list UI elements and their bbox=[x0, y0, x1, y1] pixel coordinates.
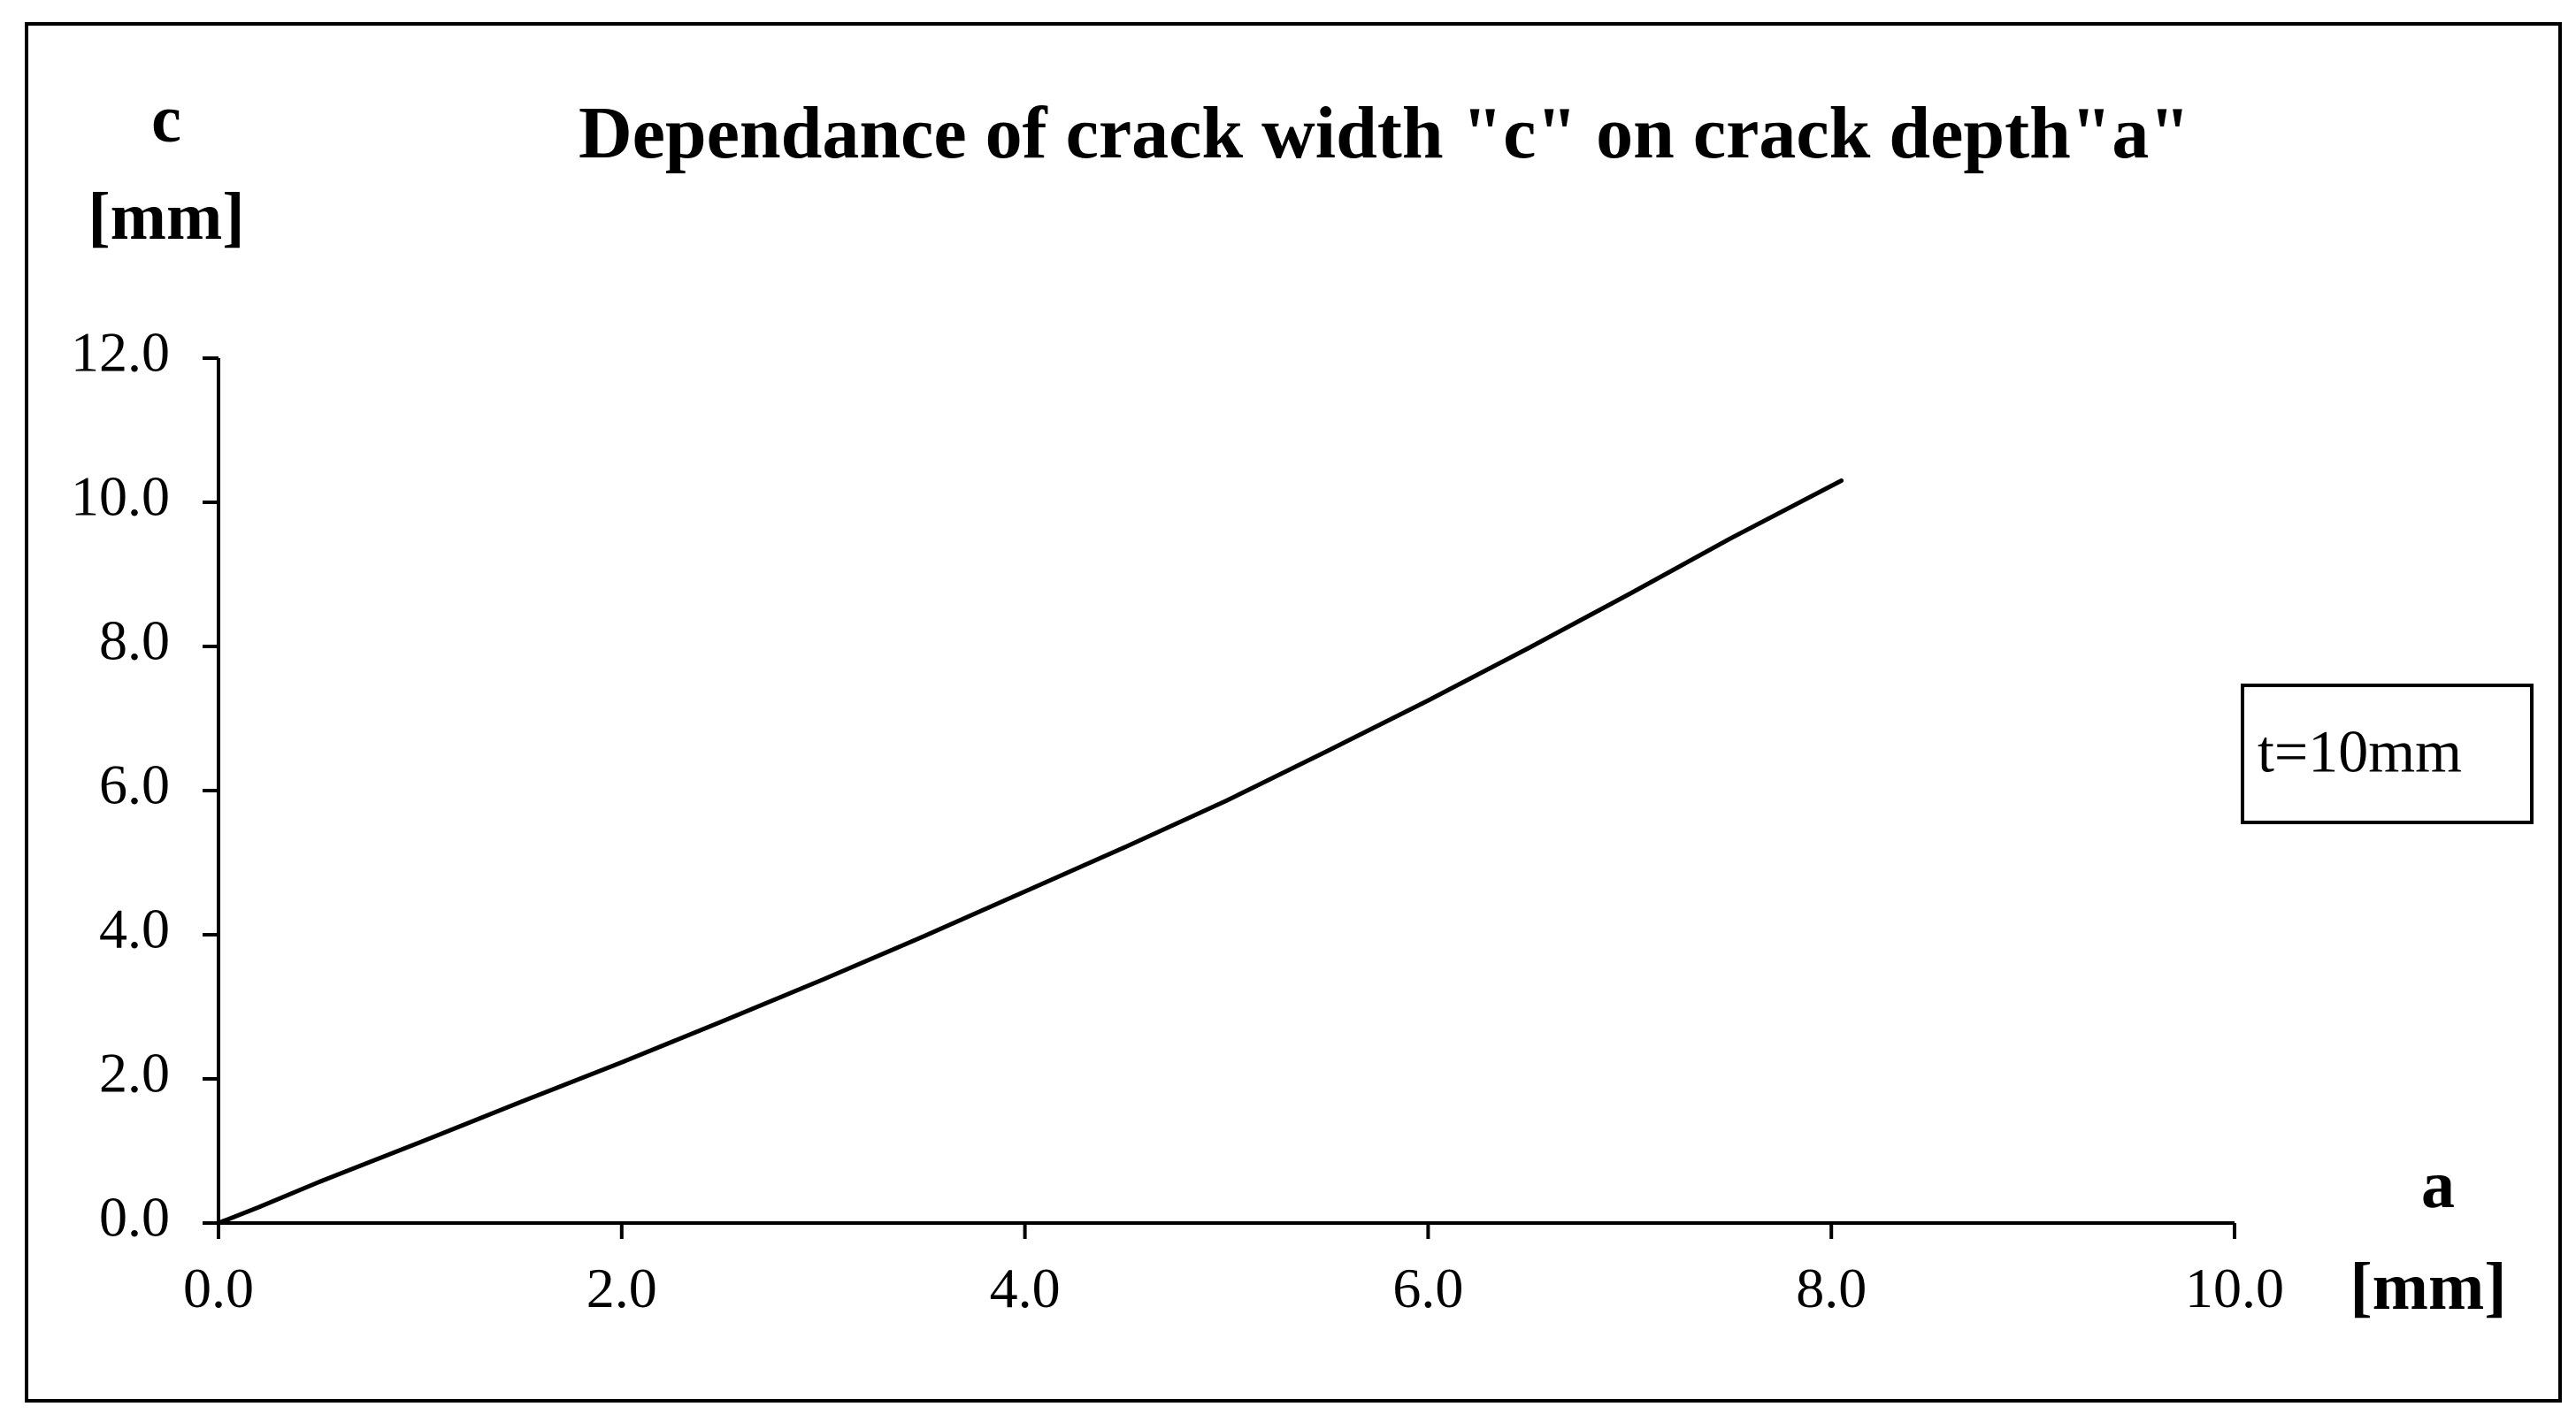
y-tick-label: 4.0 bbox=[99, 898, 170, 960]
chart-border bbox=[25, 22, 2562, 1403]
y-tick-label: 6.0 bbox=[99, 753, 170, 816]
y-tick-label: 10.0 bbox=[71, 465, 170, 528]
y-tick-label: 0.0 bbox=[99, 1186, 170, 1249]
y-axis-unit: [mm] bbox=[88, 180, 244, 254]
x-ticks: 0.0 2.0 4.0 6.0 8.0 10.0 bbox=[183, 1223, 2284, 1319]
x-tick-label: 2.0 bbox=[586, 1257, 657, 1319]
y-tick-label: 2.0 bbox=[99, 1042, 170, 1105]
y-ticks: 0.0 2.0 4.0 6.0 8.0 10.0 12.0 bbox=[71, 321, 218, 1249]
series-line bbox=[216, 478, 1844, 1226]
x-tick-label: 6.0 bbox=[1392, 1257, 1463, 1319]
legend-label: t=10mm bbox=[2258, 718, 2462, 785]
legend-box bbox=[2241, 684, 2534, 824]
x-tick-label: 10.0 bbox=[2185, 1257, 2284, 1319]
x-tick-label: 0.0 bbox=[183, 1257, 254, 1319]
chart-title: Dependance of crack width "c" on crack d… bbox=[579, 92, 2190, 174]
y-axis-symbol: c bbox=[151, 82, 181, 157]
x-tick-label: 8.0 bbox=[1796, 1257, 1867, 1319]
x-tick-label: 4.0 bbox=[990, 1257, 1061, 1319]
x-axis-symbol: a bbox=[2421, 1148, 2455, 1222]
legend: t=10mm bbox=[2241, 684, 2534, 824]
x-axis-unit: [mm] bbox=[2350, 1250, 2506, 1324]
y-tick-label: 12.0 bbox=[71, 321, 170, 384]
y-tick-label: 8.0 bbox=[99, 609, 170, 672]
